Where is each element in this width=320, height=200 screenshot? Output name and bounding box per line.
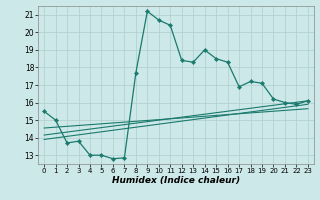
X-axis label: Humidex (Indice chaleur): Humidex (Indice chaleur) bbox=[112, 176, 240, 185]
